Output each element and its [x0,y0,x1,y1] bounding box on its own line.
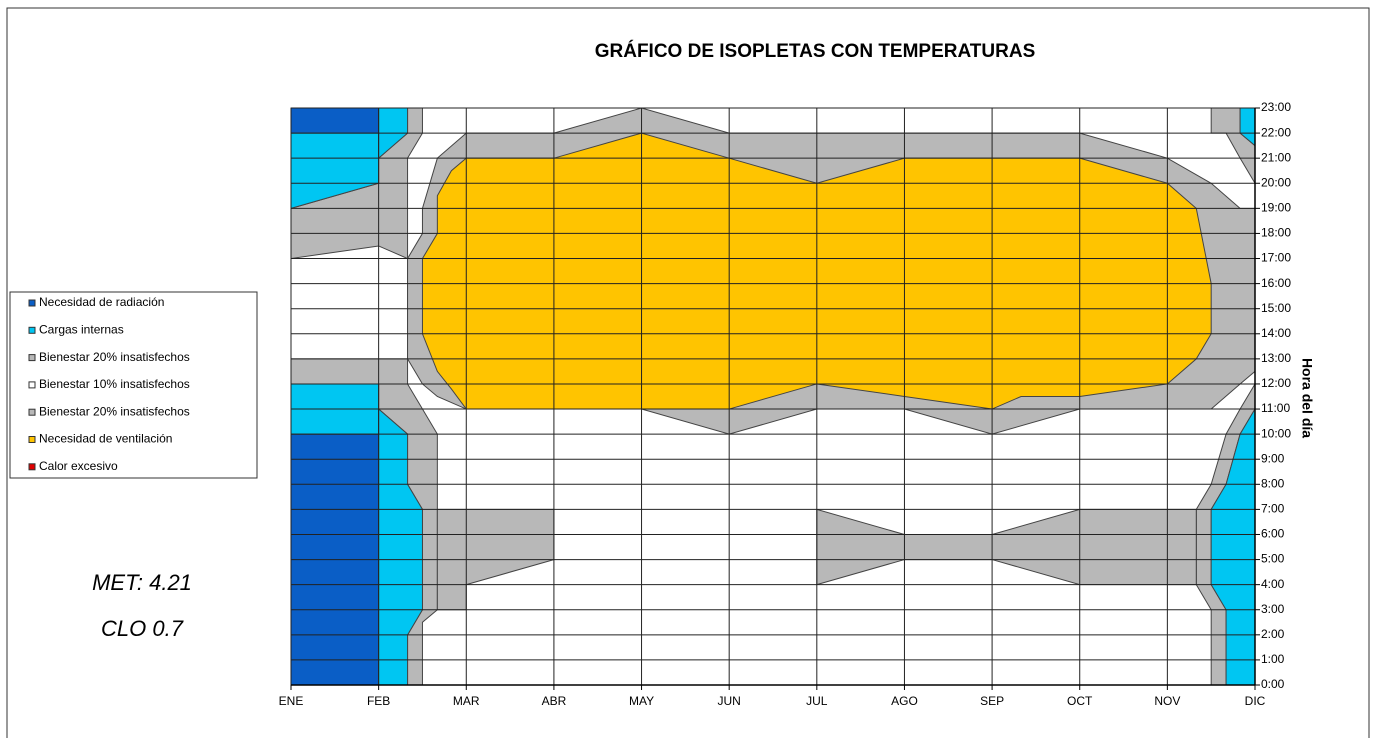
y-axis-label: Hora del día [1299,358,1315,438]
y-tick-label: 4:00 [1261,577,1285,591]
x-tick-label: JUL [806,694,828,708]
legend-marker [28,381,36,389]
legend-marker [28,354,36,362]
legend [9,291,258,479]
y-tick-label: 7:00 [1261,502,1285,516]
legend-marker [28,436,36,443]
y-tick-label: 19:00 [1261,201,1291,215]
x-tick-label: ENE [279,694,304,708]
x-tick-label: DIC [1245,694,1266,708]
y-tick-label: 2:00 [1261,627,1285,641]
annotation: CLO 0.7 [101,616,184,641]
y-tick-label: 8:00 [1261,476,1285,490]
legend-marker [28,463,36,471]
y-tick-label: 14:00 [1261,326,1291,340]
y-tick-label: 20:00 [1261,175,1291,189]
y-tick-label: 9:00 [1261,451,1285,465]
y-tick-label: 1:00 [1261,652,1285,666]
legend-label: Bienestar 20% insatisfechos [39,404,190,418]
y-tick-label: 15:00 [1261,301,1291,315]
y-tick-label: 17:00 [1261,251,1291,265]
chart-title: GRÁFICO DE ISOPLETAS CON TEMPERATURAS [595,40,1036,62]
y-tick-label: 0:00 [1261,677,1285,691]
legend-label: Cargas internas [39,322,124,336]
legend-label: Necesidad de radiación [39,295,164,309]
y-tick-label: 5:00 [1261,552,1285,566]
legend-marker [28,299,36,307]
x-tick-label: AGO [891,694,918,708]
legend-label: Bienestar 10% insatisfechos [39,377,190,391]
x-tick-label: JUN [718,694,741,708]
zone [290,245,409,360]
x-tick-label: NOV [1154,694,1180,708]
legend-label: Calor excesivo [39,459,118,473]
legend-marker [28,408,36,416]
annotation: MET: 4.21 [92,570,192,595]
x-tick-label: MAR [453,694,480,708]
y-tick-label: 21:00 [1261,150,1291,164]
x-tick-label: MAY [629,694,654,708]
y-tick-label: 13:00 [1261,351,1291,365]
y-tick-label: 11:00 [1261,401,1290,415]
y-tick-label: 22:00 [1261,125,1291,139]
legend-label: Necesidad de ventilación [39,432,172,446]
x-tick-label: FEB [367,694,390,708]
legend-marker [28,326,36,334]
y-tick-label: 16:00 [1261,276,1291,290]
x-tick-label: ABR [542,694,567,708]
x-tick-label: OCT [1067,694,1093,708]
y-tick-label: 23:00 [1261,100,1291,114]
zone [290,107,380,134]
legend-label: Bienestar 20% insatisfechos [39,350,190,364]
y-tick-label: 6:00 [1261,527,1285,541]
y-tick-label: 10:00 [1261,426,1291,440]
y-tick-label: 3:00 [1261,602,1285,616]
x-tick-label: SEP [980,694,1004,708]
y-tick-label: 12:00 [1261,376,1291,390]
y-tick-label: 18:00 [1261,226,1291,240]
